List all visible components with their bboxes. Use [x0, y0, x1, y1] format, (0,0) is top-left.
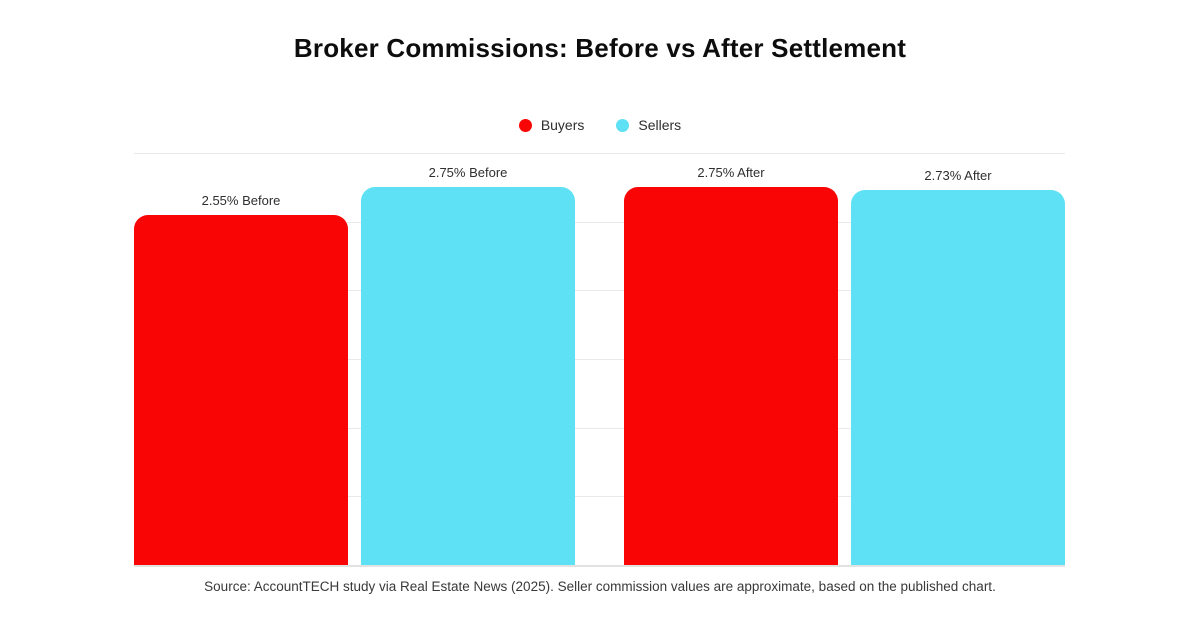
legend-item-buyers: Buyers	[518, 117, 585, 133]
gridline	[134, 153, 1065, 154]
gridline	[134, 222, 1065, 223]
source-note: Source: AccountTECH study via Real Estat…	[204, 579, 996, 594]
gridline	[134, 290, 1065, 291]
gridline	[134, 496, 1065, 497]
bar-buyers-after	[624, 187, 838, 565]
legend-item-sellers: Sellers	[616, 117, 681, 133]
legend-label-sellers: Sellers	[638, 117, 682, 133]
bar-value-label: 2.75% After	[697, 165, 765, 180]
bar-sellers-before	[361, 187, 575, 565]
page-title: Broker Commissions: Before vs After Sett…	[293, 33, 907, 63]
bar-value-label: 2.73% After	[924, 168, 992, 183]
plot-area: 2.55% Before 2.75% Before 2.75% After 2.73%…	[134, 153, 1065, 567]
bar-value-label: 2.55% Before	[201, 193, 281, 208]
buyers-dot-icon	[518, 118, 532, 132]
legend-label-buyers: Buyers	[540, 117, 585, 133]
bar-buyers-before	[134, 215, 348, 565]
chart-legend: Buyers Sellers	[0, 117, 1200, 133]
bar-sellers-after	[851, 190, 1065, 565]
gridline	[134, 359, 1065, 360]
gridline	[134, 428, 1065, 429]
bar-value-label: 2.75% Before	[428, 165, 508, 180]
sellers-dot-icon	[616, 118, 630, 132]
